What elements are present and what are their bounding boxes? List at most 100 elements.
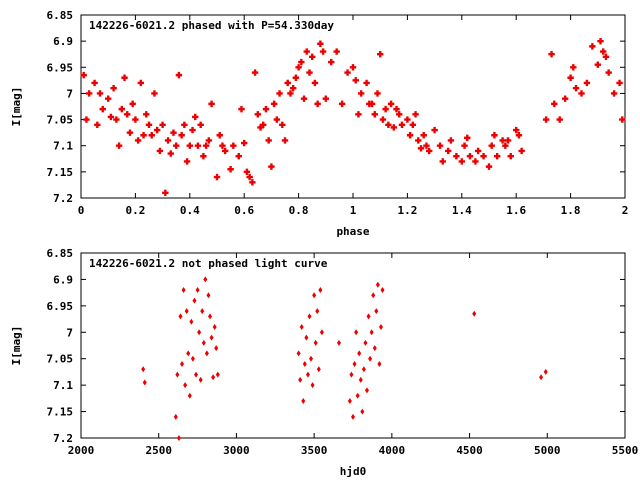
phased-data-point	[480, 152, 487, 160]
unphased-data-point	[214, 345, 219, 352]
unphased-data-point	[377, 361, 382, 367]
phased-data-point	[200, 152, 207, 160]
unphased-data-point	[189, 318, 194, 325]
phased-y-tick-label: 7.05	[47, 114, 74, 127]
phased-data-point	[578, 90, 585, 97]
unphased-data-point	[369, 329, 374, 336]
phased-data-point	[134, 137, 142, 144]
unphased-data-point	[313, 339, 318, 346]
phased-data-point	[572, 85, 580, 92]
unphased-data-point	[358, 376, 363, 383]
unphased-data-point	[181, 287, 186, 293]
unphased-data-point	[175, 371, 180, 378]
phased-data-point	[202, 142, 210, 149]
phased-data-point	[260, 121, 267, 128]
unphased-data-points	[141, 276, 548, 441]
unphased-y-tick-label: 7.15	[47, 406, 74, 419]
phased-data-point	[118, 105, 125, 113]
phased-data-point	[156, 147, 164, 155]
phased-data-point	[107, 113, 115, 121]
unphased-x-tick-label: 5500	[612, 444, 639, 457]
phased-data-point	[314, 100, 321, 108]
unphased-data-point	[372, 345, 377, 352]
phased-data-point	[491, 132, 498, 139]
phased-data-point	[551, 100, 558, 108]
phased-y-tick-label: 7.1	[53, 140, 73, 153]
phased-data-point	[317, 40, 324, 47]
phased-data-point	[597, 37, 604, 45]
phased-data-point	[374, 90, 381, 97]
phased-data-point	[238, 105, 245, 113]
unphased-x-axis-label: hjd0	[340, 465, 367, 478]
phased-data-point	[502, 142, 509, 149]
unphased-data-point	[184, 308, 189, 315]
unphased-y-tick-label: 7.05	[47, 353, 74, 366]
phased-data-point	[85, 90, 93, 97]
phased-data-point	[178, 132, 185, 139]
unphased-data-point	[307, 313, 312, 320]
phased-data-point	[181, 121, 188, 128]
phased-data-point	[189, 126, 196, 134]
phased-data-point	[192, 113, 199, 121]
phased-data-point	[265, 137, 272, 144]
unphased-x-tick-label: 2000	[68, 444, 95, 457]
phased-data-point	[241, 139, 248, 147]
phased-y-tick-label: 6.85	[47, 9, 74, 22]
phased-data-point	[382, 105, 389, 113]
unphased-data-point	[200, 308, 205, 315]
unphased-y-tick-label: 6.85	[47, 247, 74, 260]
unphased-data-point	[180, 361, 185, 367]
phased-data-point	[273, 116, 281, 123]
phased-data-point	[567, 74, 574, 81]
unphased-data-point	[319, 329, 324, 336]
unphased-data-point	[215, 371, 220, 378]
phased-data-point	[485, 163, 493, 170]
unphased-y-tick-label: 6.95	[47, 300, 74, 313]
phased-data-point	[254, 111, 261, 118]
unphased-data-point	[141, 366, 146, 373]
unphased-data-point	[194, 371, 199, 378]
phased-plot-title: 142226-6021.2 phased with P=54.330day	[89, 19, 334, 32]
phased-data-point	[213, 173, 221, 181]
phased-data-point	[363, 79, 370, 87]
phased-data-point	[488, 142, 495, 149]
unphased-data-point	[357, 350, 362, 357]
phased-data-point	[431, 126, 438, 134]
unphased-x-tick-label: 3500	[301, 444, 328, 457]
phased-data-point	[132, 116, 139, 123]
phased-data-point	[379, 116, 387, 123]
phased-y-axis-label: I[mag]	[10, 87, 23, 127]
phased-data-point	[205, 137, 213, 144]
phased-data-point	[284, 79, 291, 87]
phased-data-point	[319, 48, 327, 55]
phased-data-point	[306, 69, 313, 76]
phased-data-point	[423, 142, 430, 149]
phased-data-point	[548, 51, 555, 58]
phased-data-point	[417, 145, 425, 152]
unphased-data-point	[302, 361, 307, 367]
phased-data-point	[425, 147, 433, 155]
phased-data-point	[257, 124, 264, 131]
unphased-data-point	[187, 392, 192, 399]
unphased-data-point	[305, 371, 310, 378]
phased-data-point	[507, 152, 514, 160]
unphased-data-point	[198, 376, 203, 383]
phased-data-point	[140, 132, 147, 139]
unphased-data-point	[186, 350, 191, 357]
unphased-data-point	[201, 339, 206, 346]
unphased-y-tick-label: 6.9	[53, 273, 73, 286]
phased-data-point	[249, 179, 256, 186]
phased-y-tick-label: 7.15	[47, 166, 74, 179]
phased-data-point	[230, 142, 237, 149]
unphased-data-point	[360, 408, 365, 415]
phased-x-tick-label: 0.2	[125, 204, 145, 217]
phased-data-point	[322, 95, 329, 102]
unphased-data-point	[349, 371, 354, 378]
phased-data-point	[390, 124, 397, 131]
unphased-data-point	[173, 413, 178, 420]
phased-x-axis-label: phase	[336, 225, 369, 238]
phased-data-point	[243, 168, 251, 176]
unphased-data-point	[203, 276, 208, 283]
phased-data-point	[377, 51, 384, 58]
